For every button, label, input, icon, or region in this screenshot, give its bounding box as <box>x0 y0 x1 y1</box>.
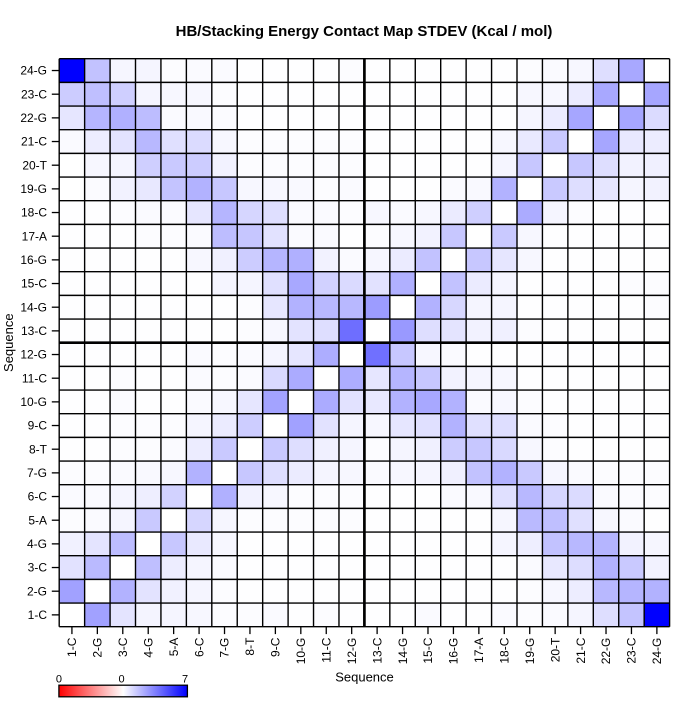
svg-text:15-C: 15-C <box>21 277 47 291</box>
svg-text:24-G: 24-G <box>650 638 664 665</box>
svg-text:8-T: 8-T <box>243 637 257 656</box>
svg-text:18-C: 18-C <box>497 637 511 663</box>
svg-text:11-C: 11-C <box>319 637 333 662</box>
svg-text:5-A: 5-A <box>28 513 47 527</box>
svg-text:4-G: 4-G <box>27 537 47 551</box>
svg-text:Sequence: Sequence <box>335 670 394 685</box>
svg-text:5-A: 5-A <box>167 638 181 657</box>
svg-text:7: 7 <box>182 673 188 685</box>
svg-text:16-G: 16-G <box>447 638 461 665</box>
svg-text:23-C: 23-C <box>21 87 47 101</box>
svg-text:7-G: 7-G <box>27 466 47 480</box>
svg-text:22-G: 22-G <box>20 111 47 125</box>
svg-text:HB/Stacking Energy Contact Map: HB/Stacking Energy Contact Map STDEV (Kc… <box>176 23 553 40</box>
svg-text:20-T: 20-T <box>548 637 562 662</box>
svg-text:21-C: 21-C <box>574 637 588 663</box>
svg-text:17-A: 17-A <box>22 229 47 243</box>
svg-text:9-C: 9-C <box>269 637 283 657</box>
svg-text:3-C: 3-C <box>116 637 130 657</box>
svg-text:14-G: 14-G <box>20 300 47 314</box>
svg-text:2-G: 2-G <box>91 638 105 658</box>
svg-text:15-C: 15-C <box>421 637 435 663</box>
svg-text:18-C: 18-C <box>21 206 47 220</box>
svg-text:22-G: 22-G <box>599 638 613 665</box>
svg-text:6-C: 6-C <box>192 637 206 657</box>
svg-text:7-G: 7-G <box>218 638 232 658</box>
svg-text:1-C: 1-C <box>28 608 48 622</box>
svg-text:23-C: 23-C <box>625 637 639 663</box>
svg-text:10-G: 10-G <box>294 638 308 665</box>
svg-text:13-C: 13-C <box>370 637 384 663</box>
svg-text:24-G: 24-G <box>20 64 47 78</box>
svg-text:6-C: 6-C <box>28 490 48 504</box>
svg-text:0: 0 <box>56 673 62 685</box>
svg-text:20-T: 20-T <box>22 158 47 172</box>
svg-text:Sequence: Sequence <box>1 313 16 372</box>
svg-text:12-G: 12-G <box>20 348 47 362</box>
svg-text:9-C: 9-C <box>28 419 48 433</box>
svg-text:11-C: 11-C <box>22 371 47 385</box>
svg-text:16-G: 16-G <box>20 253 47 267</box>
svg-text:0: 0 <box>118 673 124 685</box>
svg-text:1-C: 1-C <box>65 637 79 657</box>
svg-text:2-G: 2-G <box>27 584 47 598</box>
svg-text:13-C: 13-C <box>21 324 47 338</box>
svg-text:14-G: 14-G <box>396 638 410 665</box>
svg-text:17-A: 17-A <box>472 638 486 663</box>
svg-text:12-G: 12-G <box>345 638 359 665</box>
svg-text:8-T: 8-T <box>29 442 48 456</box>
svg-text:4-G: 4-G <box>141 638 155 658</box>
svg-text:19-G: 19-G <box>20 182 47 196</box>
svg-text:10-G: 10-G <box>20 395 47 409</box>
svg-text:21-C: 21-C <box>21 135 47 149</box>
svg-text:3-C: 3-C <box>28 561 48 575</box>
svg-text:19-G: 19-G <box>523 638 537 665</box>
